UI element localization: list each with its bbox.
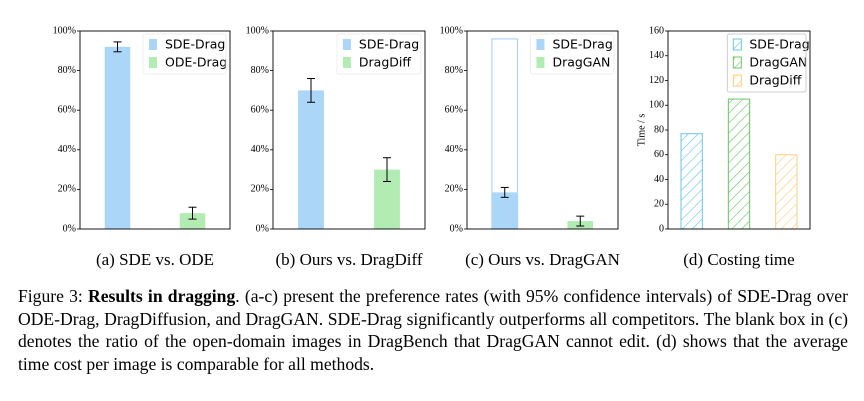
axes-frame bbox=[79, 30, 231, 230]
legend-frame bbox=[142, 33, 227, 75]
legend-swatch bbox=[732, 74, 742, 87]
y-tick-label: 160 bbox=[649, 25, 664, 36]
y-tick-label: 40% bbox=[251, 144, 269, 155]
axes-frame bbox=[272, 30, 426, 230]
y-tick-label: 40 bbox=[654, 174, 664, 185]
chart-subtitle: (d) Costing time bbox=[683, 250, 794, 269]
axes-frame bbox=[466, 30, 619, 230]
y-tick-label: 20 bbox=[654, 199, 664, 210]
legend-swatch bbox=[149, 39, 157, 50]
legend-label: SDE-Drag bbox=[749, 37, 809, 52]
y-tick-label: 60 bbox=[654, 149, 664, 160]
y-tick-label: 120 bbox=[649, 75, 664, 86]
legend-frame bbox=[529, 33, 615, 75]
y-tick-label: 40% bbox=[58, 144, 76, 155]
y-axis-label: Time / s bbox=[636, 114, 647, 147]
y-tick-label: 20% bbox=[251, 184, 269, 195]
y-tick-label: 80% bbox=[445, 65, 463, 76]
y-tick-label: 80% bbox=[58, 65, 76, 76]
bar bbox=[491, 192, 518, 229]
legend-label: DragDiff bbox=[359, 55, 411, 70]
axes-frame bbox=[667, 30, 811, 230]
y-tick-label: 0% bbox=[63, 223, 76, 234]
bar bbox=[680, 133, 703, 230]
legend-swatch bbox=[149, 57, 157, 68]
legend-label: SDE-Drag bbox=[165, 37, 225, 52]
y-tick-label: 0% bbox=[256, 223, 269, 234]
y-tick-label: 60% bbox=[251, 104, 269, 115]
charts: 0% 20% 40% 60% 80% 100% SDE-Drag ODE-Drag (a) SD… bbox=[53, 25, 811, 269]
y-tick-label: 20% bbox=[445, 184, 463, 195]
chart-subtitle: (b) Ours vs. DragDiff bbox=[276, 250, 423, 269]
bar bbox=[298, 90, 324, 230]
caption-title: Results in dragging bbox=[88, 286, 236, 306]
legend-frame bbox=[726, 33, 807, 93]
legend-label: ODE-Drag bbox=[165, 55, 227, 70]
y-tick-label: 80% bbox=[251, 65, 269, 76]
legend-swatch bbox=[732, 38, 742, 51]
y-tick-label: 100% bbox=[53, 25, 76, 36]
y-tick-label: 20% bbox=[58, 184, 76, 195]
legend-label: DragGAN bbox=[749, 55, 807, 70]
bar bbox=[727, 98, 751, 230]
legend-swatch bbox=[536, 39, 545, 50]
y-tick-label: 0 bbox=[659, 223, 664, 234]
caption-text: . (a-c) present the preference rates (wi… bbox=[18, 286, 848, 374]
y-tick-label: 100% bbox=[246, 25, 269, 36]
caption-label: Figure 3: bbox=[18, 286, 83, 306]
bar bbox=[775, 154, 798, 230]
y-tick-label: 100% bbox=[440, 25, 463, 36]
y-tick-label: 0% bbox=[450, 223, 463, 234]
legend-label: SDE-Drag bbox=[552, 37, 612, 52]
legend-label: SDE-Drag bbox=[359, 37, 419, 52]
legend-swatch bbox=[342, 57, 351, 68]
caption: Figure 3: Results in dragging. (a-c) pre… bbox=[18, 285, 848, 375]
y-tick-label: 140 bbox=[649, 50, 664, 61]
legend-label: DragDiff bbox=[749, 73, 801, 88]
bar bbox=[179, 213, 206, 229]
y-tick-label: 40% bbox=[445, 144, 463, 155]
bar bbox=[104, 46, 131, 230]
legend-swatch bbox=[732, 56, 742, 69]
chart-subtitle: (c) Ours vs. DragGAN bbox=[465, 250, 620, 269]
legend-swatch bbox=[342, 39, 351, 50]
legend-swatch bbox=[536, 57, 545, 68]
legend-frame bbox=[336, 33, 422, 75]
y-tick-label: 100 bbox=[649, 100, 664, 111]
y-tick-label: 60% bbox=[445, 104, 463, 115]
y-tick-label: 60% bbox=[58, 104, 76, 115]
chart-subtitle: (a) SDE vs. ODE bbox=[96, 250, 214, 269]
legend-label: DragGAN bbox=[552, 55, 610, 70]
y-tick-label: 80 bbox=[654, 124, 664, 135]
